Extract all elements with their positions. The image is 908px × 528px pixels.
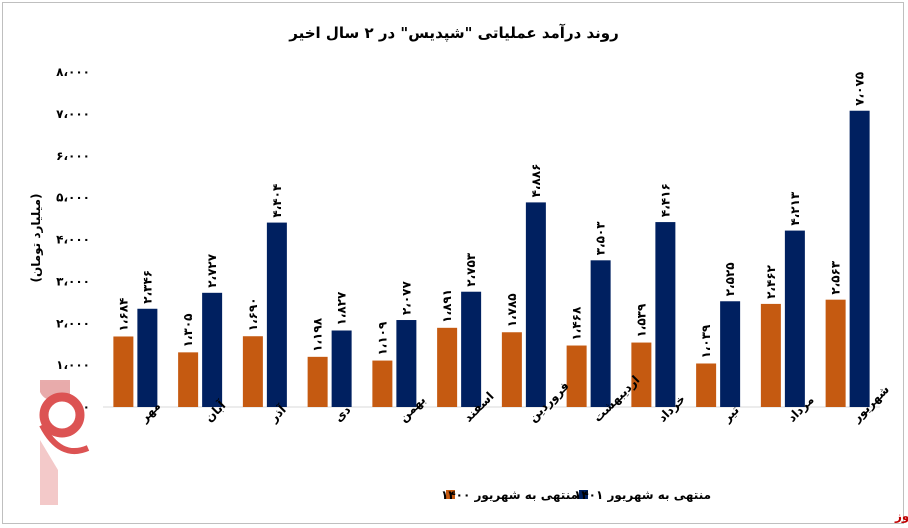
bar-series-1 <box>372 360 393 407</box>
data-label-series-2: ۲،۰۷۷ <box>399 280 413 315</box>
data-label-series-1: ۱،۸۹۱ <box>440 289 454 323</box>
bar-series-2 <box>266 222 287 407</box>
bar-series-2 <box>720 301 741 407</box>
bar-series-2 <box>784 230 805 407</box>
y-tick-label: ۲،۰۰۰ <box>56 316 90 330</box>
y-tick-label: ۷،۰۰۰ <box>56 107 90 121</box>
y-tick-label: ۳،۰۰۰ <box>56 274 90 288</box>
data-label-series-1: ۱،۶۸۴ <box>116 298 130 332</box>
chart-title: روند درآمد عملیاتی "شپدیس" در ۲ سال اخیر <box>288 24 619 43</box>
data-label-series-2: ۴،۴۱۶ <box>658 183 672 217</box>
brand-text: بورس نیوز <box>894 509 908 524</box>
data-label-series-2: ۴،۴۰۴ <box>270 184 284 218</box>
y-axis-label: (میلیارد تومان) <box>29 193 44 282</box>
data-label-series-1: ۲،۴۶۲ <box>764 264 778 299</box>
y-tick-label: ۸،۰۰۰ <box>56 65 90 79</box>
y-tick-label: ۶،۰۰۰ <box>56 149 90 163</box>
legend-swatch-series-2 <box>579 490 588 499</box>
data-label-series-2: ۱،۸۲۷ <box>335 291 349 326</box>
bar-series-1 <box>307 356 328 407</box>
bar-series-1 <box>242 336 263 407</box>
data-label-series-2: ۲،۳۴۶ <box>140 270 154 304</box>
bar-series-2 <box>655 222 676 407</box>
bars <box>113 110 870 407</box>
bar-series-1 <box>113 336 134 407</box>
bar-series-2 <box>396 320 417 407</box>
data-label-series-2: ۲،۵۲۵ <box>723 262 737 296</box>
bar-series-2 <box>525 202 546 407</box>
data-label-series-1: ۱،۶۹۰ <box>246 297 260 331</box>
bar-series-1 <box>566 345 587 407</box>
bar-series-1 <box>501 332 522 407</box>
bar-series-1 <box>825 299 846 407</box>
data-label-series-1: ۱،۵۳۹ <box>634 303 648 338</box>
bar-series-2 <box>137 308 158 407</box>
bar-series-1 <box>696 363 717 407</box>
bar-series-2 <box>590 260 611 407</box>
bar-series-2 <box>202 292 223 407</box>
legend-item-series-1: منتهی به شهریور ۱۴۰۰ <box>441 488 578 503</box>
data-label-series-2: ۴،۲۱۳ <box>788 191 802 226</box>
data-label-series-1: ۱،۰۳۹ <box>699 324 713 359</box>
bar-series-2 <box>461 291 482 407</box>
y-axis-ticks: ۰ ۱،۰۰۰ ۲،۰۰۰ ۳،۰۰۰ ۴،۰۰۰ ۵،۰۰۰ ۶،۰۰۰ ۷،۰۰۰ ۸،۰۰… <box>56 65 90 414</box>
watermark-logo <box>39 380 90 505</box>
data-label-series-1: ۱،۱۹۸ <box>311 317 325 352</box>
bar-series-1 <box>437 327 458 407</box>
data-label-series-2: ۳،۵۰۳ <box>594 221 608 256</box>
data-label-series-2: ۴،۸۸۶ <box>529 164 543 198</box>
bar-series-1 <box>760 303 781 407</box>
bar-series-2 <box>849 110 870 407</box>
bar-series-2 <box>331 330 352 407</box>
legend-swatch-series-1 <box>446 490 455 499</box>
legend: منتهی به شهریور ۱۴۰۱ منتهی به شهریور ۱۴۰… <box>441 488 711 503</box>
data-label-series-1: ۲،۵۶۳ <box>829 260 843 295</box>
data-label-series-1: ۱،۴۶۸ <box>570 306 584 341</box>
data-label-series-1: ۱،۳۰۵ <box>181 313 195 347</box>
data-labels: ۱،۶۸۴ ۲،۳۴۶ ۱،۳۰۵ ۲،۷۲۷ ۱،۶۹۰ ۴،۴۰۴ ۱،۱۹۸ ۱،۸۲۷… <box>116 72 866 359</box>
data-label-series-2: ۷،۰۷۵ <box>853 72 867 106</box>
bar-series-1 <box>631 342 652 407</box>
data-label-series-2: ۲،۷۲۷ <box>205 253 219 288</box>
legend-label-series-1: منتهی به شهریور ۱۴۰۰ <box>441 488 578 503</box>
legend-label-series-2: منتهی به شهریور ۱۴۰۱ <box>574 488 711 503</box>
y-tick-label: ۱،۰۰۰ <box>56 358 90 372</box>
y-tick-label: ۵،۰۰۰ <box>56 191 90 205</box>
legend-item-series-2: منتهی به شهریور ۱۴۰۱ <box>574 488 711 503</box>
y-tick-label: ۴،۰۰۰ <box>56 233 90 247</box>
bar-series-1 <box>178 352 199 407</box>
data-label-series-1: ۱،۷۸۵ <box>505 293 519 327</box>
y-tick-label: ۰ <box>83 400 90 414</box>
data-label-series-2: ۲،۷۵۳ <box>464 252 478 287</box>
data-label-series-1: ۱،۱۰۹ <box>375 321 389 356</box>
